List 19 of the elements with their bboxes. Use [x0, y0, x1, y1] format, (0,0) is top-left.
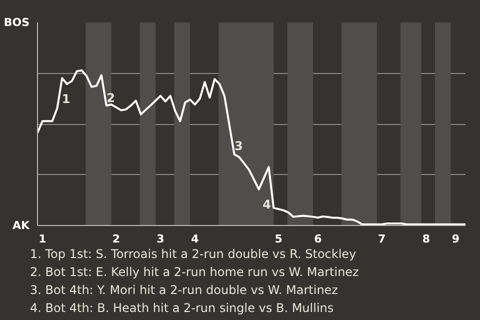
x-tick-label: 4 — [191, 232, 200, 246]
text: 4. Bot 4th: B. Heath hit a 2-run single vs B. Mullins — [30, 300, 335, 317]
x-tick-label: 3 — [156, 232, 164, 246]
x-tick-label: 2 — [112, 232, 120, 246]
x-tick-label: 5 — [274, 232, 282, 246]
x-tick-label: 9 — [452, 232, 460, 246]
x-tick-label: 6 — [314, 232, 322, 246]
x-tick-label: 8 — [422, 232, 430, 246]
annotation: 3 — [234, 138, 243, 153]
annotation: 4 — [262, 197, 271, 212]
text: 2. Bot 1st: E. Kelly hit a 2-run home run vs W. Martinez — [30, 264, 359, 281]
annotation: 2 — [106, 91, 115, 106]
x-tick-label: 7 — [378, 232, 386, 246]
text: 3. Bot 4th: Y. Mori hit a 2-run double vs W. Martinez — [30, 282, 339, 299]
text: AK — [12, 219, 30, 232]
x-tick-label: 1 — [38, 232, 46, 246]
annotation: 1 — [62, 92, 70, 106]
text: BOS — [4, 16, 30, 29]
text: 1. Top 1st: S. Torroais hit a 2-run double vs R. Stockley — [30, 246, 358, 263]
